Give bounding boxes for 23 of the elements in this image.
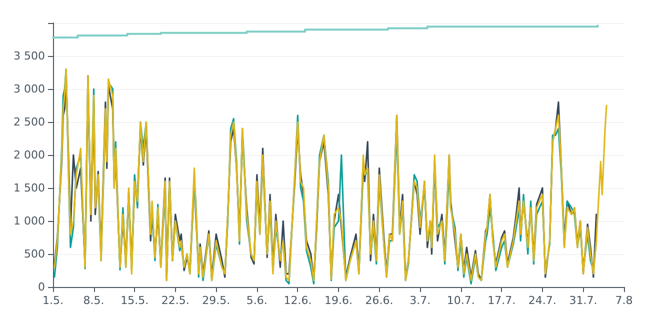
y-tick-label: 1 000 bbox=[14, 214, 45, 228]
x-tick-label: 8.5. bbox=[83, 294, 104, 307]
x-tick-label: 19.6. bbox=[324, 294, 352, 307]
x-tick-label: 12.6. bbox=[284, 294, 312, 307]
x-tick-label: 3.7. bbox=[410, 294, 431, 307]
x-tick-label: 22.5. bbox=[161, 294, 190, 307]
x-tick-label: 10.7. bbox=[446, 294, 475, 307]
y-tick-label: 500 bbox=[24, 248, 45, 260]
x-tick-label: 24.7. bbox=[528, 294, 556, 307]
x-tick-label: 1.5. bbox=[42, 294, 64, 307]
y-tick-label: 2 000 bbox=[14, 148, 45, 162]
x-tick-label: 26.6. bbox=[365, 294, 394, 307]
x-tick-label: 15.5. bbox=[120, 294, 149, 307]
y-tick-label: 1 500 bbox=[14, 182, 45, 194]
y-tick-label: 2 500 bbox=[14, 116, 45, 128]
x-tick-label: 29.5. bbox=[202, 294, 230, 307]
x-tick-label: 5.6. bbox=[246, 294, 268, 307]
x-tick-label: 31.7. bbox=[569, 294, 598, 307]
y-tick-label: 3 000 bbox=[14, 82, 45, 96]
x-tick-label: 17.7. bbox=[488, 294, 516, 307]
x-tick-label: 7.8 bbox=[615, 294, 633, 307]
y-tick-label: 0 bbox=[38, 280, 45, 294]
y-tick-label: 3 500 bbox=[14, 50, 45, 62]
